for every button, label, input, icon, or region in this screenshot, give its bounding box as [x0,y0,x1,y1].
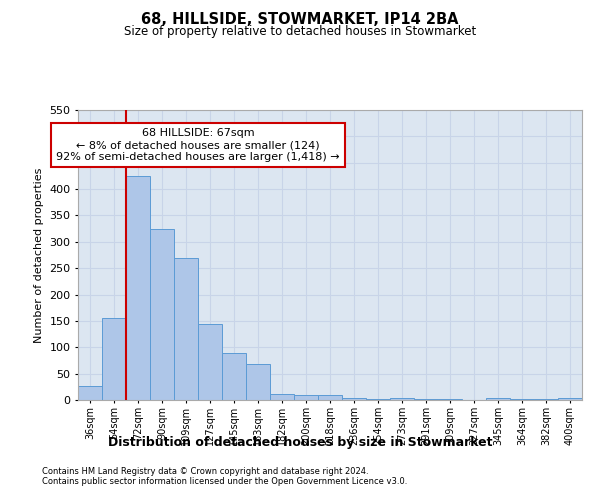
Bar [102,318,126,400]
Text: Size of property relative to detached houses in Stowmarket: Size of property relative to detached ho… [124,25,476,38]
Bar [246,364,270,400]
Bar [366,399,390,400]
Bar [558,398,582,400]
Y-axis label: Number of detached properties: Number of detached properties [34,168,44,342]
Bar [270,394,294,400]
Text: Contains public sector information licensed under the Open Government Licence v3: Contains public sector information licen… [42,477,407,486]
Bar [486,398,510,400]
Bar [174,258,198,400]
Text: 68 HILLSIDE: 67sqm
← 8% of detached houses are smaller (124)
92% of semi-detache: 68 HILLSIDE: 67sqm ← 8% of detached hous… [56,128,340,162]
Bar [318,394,342,400]
Text: Distribution of detached houses by size in Stowmarket: Distribution of detached houses by size … [108,436,492,449]
Bar [294,394,318,400]
Bar [510,399,534,400]
Bar [126,176,150,400]
Bar [390,398,414,400]
Bar [78,386,102,400]
Text: 68, HILLSIDE, STOWMARKET, IP14 2BA: 68, HILLSIDE, STOWMARKET, IP14 2BA [141,12,459,28]
Text: Contains HM Land Registry data © Crown copyright and database right 2024.: Contains HM Land Registry data © Crown c… [42,467,368,476]
Bar [198,324,222,400]
Bar [342,398,366,400]
Bar [222,352,246,400]
Bar [150,228,174,400]
